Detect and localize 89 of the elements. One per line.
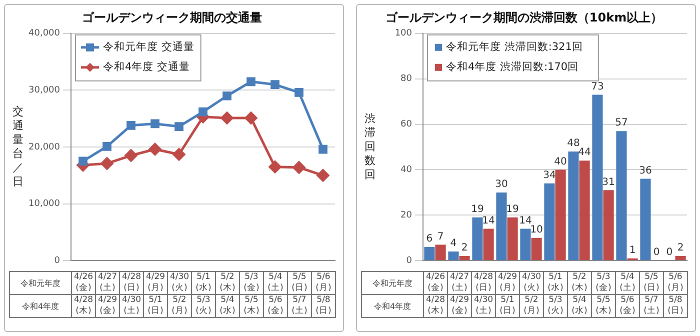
text: 令和4年度 bbox=[362, 294, 424, 318]
text: 5/3 (火) bbox=[192, 294, 216, 318]
data-label: 73 bbox=[591, 81, 604, 92]
x-tick-label: 5/3 (金) bbox=[592, 272, 616, 294]
data-label: 44 bbox=[578, 147, 591, 158]
data-label: 6 bbox=[426, 234, 433, 245]
data-label: 0 bbox=[666, 247, 673, 258]
text: 5/7 (土) bbox=[288, 294, 312, 318]
x-tick-label: 5/2 (木) bbox=[216, 272, 240, 294]
y-tick-label: 40,000 bbox=[28, 28, 60, 39]
text: 5/1 (日) bbox=[144, 294, 168, 318]
data-label: 4 bbox=[450, 238, 457, 250]
x-tick-label: 5/5 (日) bbox=[640, 272, 664, 294]
x-tick-label: 5/6 (月) bbox=[312, 272, 336, 294]
y-tick-label: 0 bbox=[54, 256, 60, 266]
y-axis-title: 渋滞回数回 bbox=[364, 112, 376, 181]
x-tick-label: 5/3 (金) bbox=[240, 272, 264, 294]
text: 5/8 (日) bbox=[664, 294, 688, 318]
data-label: 0 bbox=[653, 247, 660, 258]
text: 5/3 (火) bbox=[544, 294, 568, 318]
x-tick-label: 5/1 (水) bbox=[544, 272, 568, 294]
text: 4/30 (土) bbox=[120, 294, 144, 318]
x-tick-label: 5/1 (水) bbox=[192, 272, 216, 294]
x-tick-label: 5/5 (日) bbox=[288, 272, 312, 294]
text: 5/7 (土) bbox=[640, 294, 664, 318]
x-tick-label: 4/29 (月) bbox=[496, 272, 520, 294]
text: 令和4年度 bbox=[10, 294, 72, 318]
text: 5/1 (日) bbox=[496, 294, 520, 318]
text: 4/29 (金) bbox=[96, 294, 120, 318]
text: 4/28 (木) bbox=[424, 294, 448, 318]
data-label: 34 bbox=[543, 170, 556, 181]
x-tick-label: 4/30 (火) bbox=[168, 272, 192, 294]
y-tick-label: 0 bbox=[406, 256, 412, 266]
legend-label: 令和元年度 渋滞回数:321回 bbox=[446, 40, 583, 54]
legend-label: 令和4年度 交通量 bbox=[103, 60, 190, 74]
data-label: 36 bbox=[639, 165, 652, 176]
text: 5/2 (月) bbox=[520, 294, 544, 318]
text: 5/6 (金) bbox=[264, 294, 288, 318]
x-tick-label: 4/26 (金) bbox=[72, 272, 96, 294]
x-tick-label: 4/27 (土) bbox=[96, 272, 120, 294]
data-label: 2 bbox=[461, 242, 468, 254]
y-tick-label: 100 bbox=[394, 28, 412, 39]
text: 令和元年度 bbox=[10, 272, 72, 294]
data-label: 7 bbox=[437, 231, 444, 242]
y-tick-label: 30,000 bbox=[28, 86, 60, 96]
text: 4/30 (土) bbox=[472, 294, 496, 318]
data-label: 14 bbox=[519, 215, 532, 226]
text: 5/6 (金) bbox=[616, 294, 640, 318]
y-tick-label: 40 bbox=[400, 165, 412, 176]
x-tick-label: 4/29 (月) bbox=[144, 272, 168, 294]
y-tick-label: 10,000 bbox=[28, 199, 60, 210]
y-tick-label: 20,000 bbox=[28, 142, 60, 152]
text: 4/28 (木) bbox=[72, 294, 96, 318]
data-label: 40 bbox=[554, 156, 567, 168]
x-tick-label: 4/28 (日) bbox=[472, 272, 496, 294]
text: 5/4 (水) bbox=[216, 294, 240, 318]
data-label: 1 bbox=[629, 244, 636, 256]
text: 4/29 (金) bbox=[448, 294, 472, 318]
text: 5/8 (日) bbox=[312, 294, 336, 318]
data-label: 19 bbox=[471, 204, 484, 216]
y-tick-label: 80 bbox=[400, 74, 412, 84]
data-label: 10 bbox=[530, 224, 543, 236]
chart-title: ゴールデンウィーク期間の交通量 bbox=[82, 10, 262, 24]
x-tick-label: 4/26 (金) bbox=[424, 272, 448, 294]
x-tick-label: 4/27 (土) bbox=[448, 272, 472, 294]
x-tick-label: 5/4 (土) bbox=[264, 272, 288, 294]
legend-label: 令和元年度 交通量 bbox=[103, 40, 194, 54]
y-tick-label: 20 bbox=[400, 210, 412, 221]
text: 令和元年度 bbox=[362, 272, 424, 294]
data-label: 57 bbox=[615, 118, 628, 129]
y-tick-label: 60 bbox=[400, 120, 412, 130]
y-axis-title: 交通量台／日 bbox=[12, 104, 24, 188]
data-label: 48 bbox=[567, 138, 580, 150]
legend-label: 令和4年度 渋滞回数:170回 bbox=[446, 60, 579, 74]
text: 5/5 (木) bbox=[240, 294, 264, 318]
text: 5/5 (木) bbox=[592, 294, 616, 318]
data-label: 14 bbox=[482, 215, 495, 226]
x-tick-label: 4/30 (火) bbox=[520, 272, 544, 294]
chart-title: ゴールデンウィーク期間の渋滞回数（10km以上） bbox=[385, 10, 663, 24]
x-tick-label: 5/2 (木) bbox=[568, 272, 592, 294]
x-tick-label: 5/6 (月) bbox=[664, 272, 688, 294]
x-tick-label: 5/4 (土) bbox=[616, 272, 640, 294]
data-label: 31 bbox=[602, 176, 615, 188]
data-label: 19 bbox=[506, 204, 519, 216]
x-tick-label: 4/28 (日) bbox=[120, 272, 144, 294]
text: 5/4 (水) bbox=[568, 294, 592, 318]
text: 5/2 (月) bbox=[168, 294, 192, 318]
data-label: 30 bbox=[495, 179, 508, 190]
data-label: 2 bbox=[677, 242, 684, 254]
